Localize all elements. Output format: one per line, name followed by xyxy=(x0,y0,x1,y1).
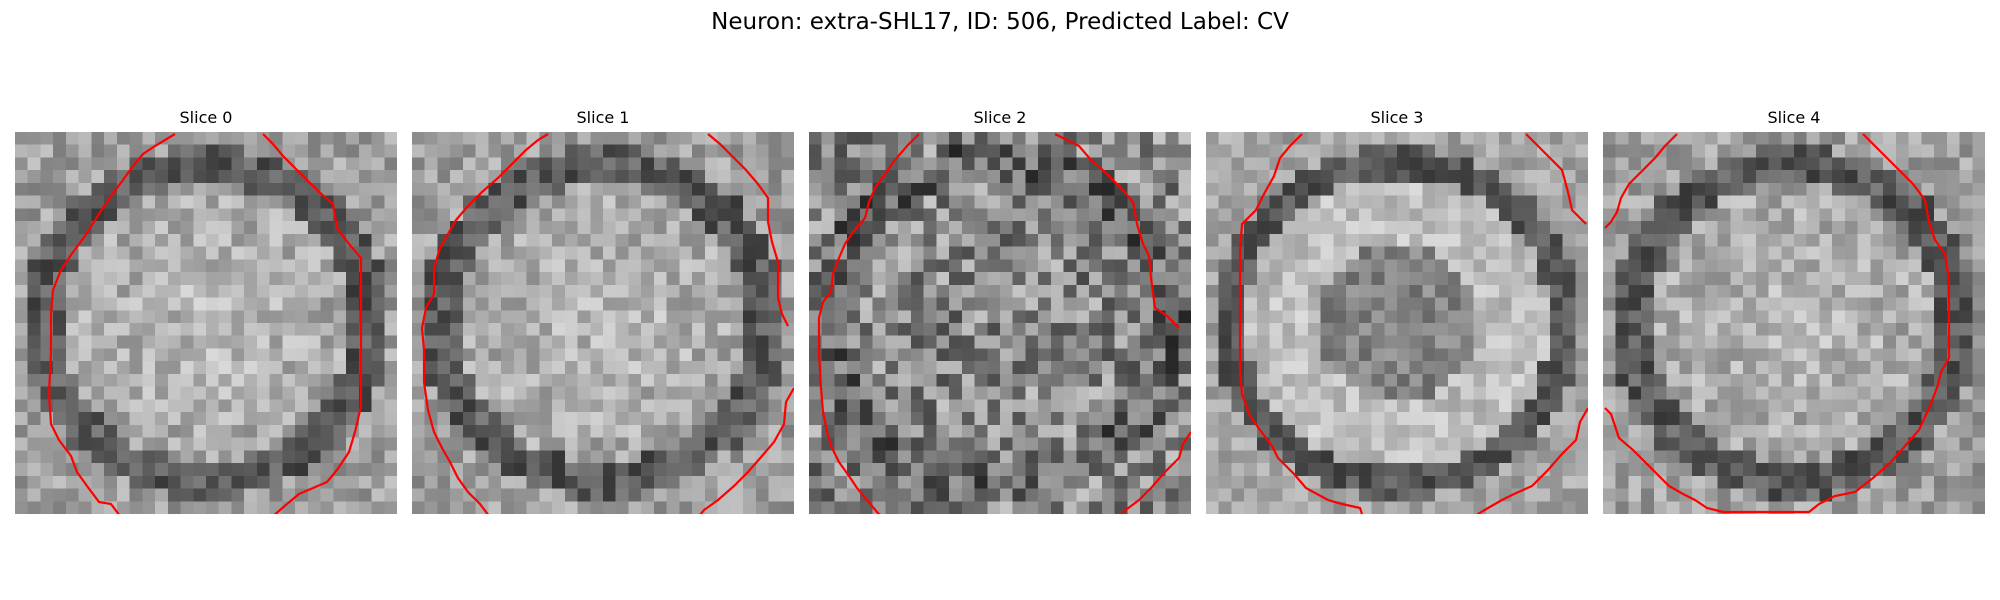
slice-panel-0: Slice 0 xyxy=(15,108,397,514)
slice-image xyxy=(412,132,794,514)
contour-line xyxy=(1525,133,1587,225)
contour-line xyxy=(817,133,920,514)
slice-panel-3: Slice 3 xyxy=(1206,108,1588,514)
slice-title: Slice 0 xyxy=(179,108,233,127)
contour-line xyxy=(699,387,794,514)
slice-title: Slice 1 xyxy=(576,108,630,127)
slice-image xyxy=(1206,132,1588,514)
contour-overlay xyxy=(1238,133,1588,514)
slice-panel-1: Slice 1 xyxy=(412,108,794,514)
contour-line xyxy=(420,133,549,514)
slice-title: Slice 3 xyxy=(1370,108,1424,127)
contour-line xyxy=(1604,133,1678,229)
contour-line xyxy=(1604,133,1951,514)
contour-line xyxy=(1476,407,1588,514)
contour-line xyxy=(262,133,363,514)
contour-line xyxy=(707,133,789,327)
contour-line xyxy=(1054,133,1180,329)
contour-line xyxy=(1238,133,1364,514)
contour-overlay xyxy=(1604,133,1951,514)
slice-panel-4: Slice 4 xyxy=(1603,108,1985,514)
contour-overlay xyxy=(47,133,363,514)
slice-image xyxy=(15,132,397,514)
contour-line xyxy=(47,133,176,514)
contour-overlay xyxy=(817,133,1191,514)
contour-overlay xyxy=(420,133,794,514)
contour-line xyxy=(1120,431,1191,514)
slice-panel-2: Slice 2 xyxy=(809,108,1191,514)
figure-title: Neuron: extra-SHL17, ID: 506, Predicted … xyxy=(711,9,1289,35)
slice-title: Slice 4 xyxy=(1767,108,1821,127)
slice-title: Slice 2 xyxy=(973,108,1027,127)
